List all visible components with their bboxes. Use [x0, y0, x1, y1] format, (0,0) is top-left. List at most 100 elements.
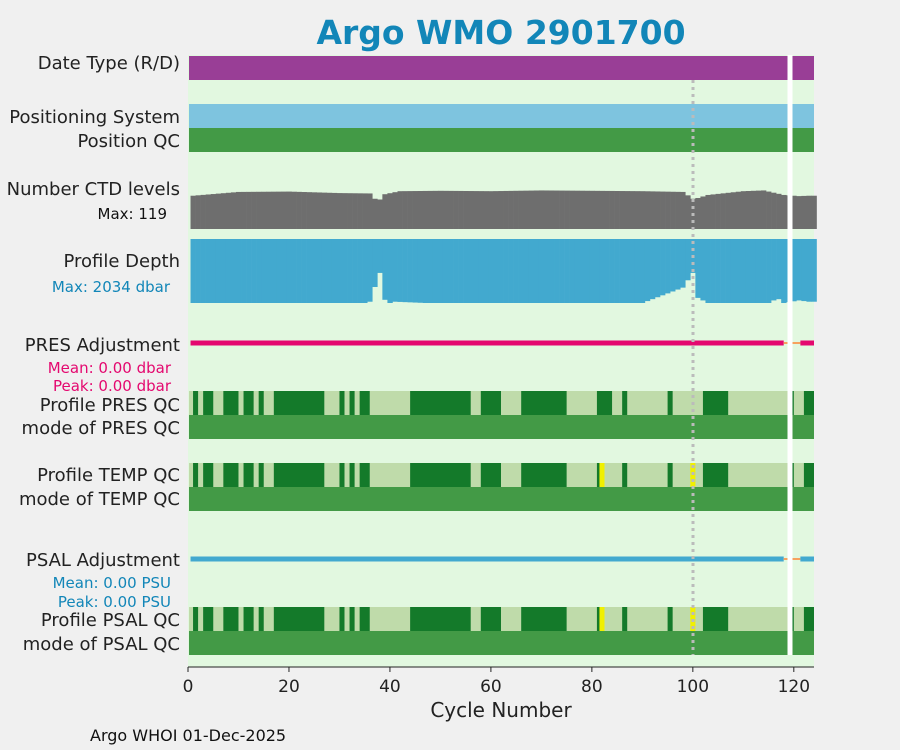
profile-depth-bar	[347, 239, 353, 303]
profile-depth-bar	[584, 239, 590, 303]
profile-depth-bar	[367, 239, 373, 302]
profile-depth-bar	[548, 239, 555, 303]
ctd-levels-bar	[336, 193, 343, 229]
ctd-levels-bar	[352, 193, 358, 229]
ctd-levels-bar	[675, 191, 681, 229]
profile-temp-qc-good-segment	[339, 463, 345, 487]
ctd-levels-bar	[508, 190, 514, 229]
ctd-levels-bar	[548, 190, 555, 229]
profile-depth-bar	[357, 239, 363, 303]
profile-depth-bar	[705, 239, 711, 303]
ctd-levels-bar	[402, 191, 408, 229]
profile-depth-bar	[392, 239, 398, 302]
profile-depth-bar	[463, 239, 469, 303]
profile-psal-qc-good-segment	[702, 607, 729, 631]
profile-depth-bar	[447, 239, 454, 303]
ctd-levels-bar	[493, 191, 499, 229]
pres-mean-label: Mean: 0.00 dbar	[48, 359, 172, 377]
profile-psal-qc-good-segment	[203, 607, 214, 631]
profile-depth-bar	[609, 239, 615, 303]
profile-psal-qc-good-segment	[667, 607, 673, 631]
profile-depth-bar	[660, 239, 666, 296]
profile-psal-qc-good-segment	[193, 607, 199, 631]
profile-depth-bar	[271, 239, 277, 303]
ctd-levels-bar	[649, 191, 656, 229]
profile-depth-bar	[251, 239, 257, 303]
ctd-levels-bar	[619, 191, 625, 229]
profile-depth-bar	[241, 239, 247, 303]
ctd-levels-bar	[639, 191, 646, 229]
ctd-levels-bar	[377, 199, 383, 229]
ctd-levels-bar	[306, 192, 312, 229]
ctd-levels-bar	[246, 191, 252, 229]
footer-text: Argo WHOI 01-Dec-2025	[90, 726, 286, 745]
ctd-levels-bar	[614, 190, 620, 229]
ctd-levels-bar	[594, 190, 600, 229]
profile-depth-bar	[725, 239, 732, 303]
ctd-levels-bar	[604, 190, 610, 229]
profile-depth-bar	[281, 239, 287, 303]
profile-pres-qc-good-segment	[349, 391, 355, 415]
profile-psal-qc-good-segment	[521, 607, 567, 631]
profile-temp-qc-good-segment	[702, 463, 729, 487]
profile-depth-bar	[286, 239, 292, 303]
profile-pres-qc-good-segment	[521, 391, 567, 415]
profile-pres-qc-good-segment	[193, 391, 199, 415]
profile-depth-bar	[639, 239, 646, 303]
x-axis: 0 20 40 60 80 100 120	[183, 666, 814, 697]
profile-depth-bar	[326, 239, 333, 303]
profile-pres-qc-good-segment	[258, 391, 264, 415]
ctd-levels-bar	[720, 193, 726, 229]
ctd-levels-bar	[700, 196, 706, 229]
x-tick-label: 40	[379, 677, 401, 697]
profile-pres-qc-good-segment	[667, 391, 673, 415]
profile-depth-bar	[246, 239, 252, 303]
ctd-levels-bar	[735, 191, 742, 229]
ctd-levels-bar	[266, 191, 272, 229]
profile-psal-qc-good-segment	[223, 607, 239, 631]
ctd-levels-bar	[271, 191, 277, 229]
profile-depth-bar	[740, 239, 747, 303]
chart-marks	[189, 56, 817, 655]
ctd-levels-bar	[427, 190, 434, 229]
profile-pres-qc-good-segment	[410, 391, 471, 415]
ctd-levels-bar	[559, 190, 565, 229]
profile-temp-qc-good-segment	[273, 463, 325, 487]
ctd-levels-bar	[760, 190, 767, 229]
ctd-levels-bar	[205, 194, 212, 229]
profile-depth-bar	[538, 239, 545, 303]
ctd-levels-bar	[624, 191, 631, 229]
profile-depth-bar	[796, 239, 802, 301]
profile-depth-bar	[316, 239, 323, 303]
profile-temp-qc-good-segment	[803, 463, 814, 487]
ctd-levels-bar	[750, 190, 757, 229]
profile-depth-bar	[675, 239, 681, 290]
profile-pres-qc-good-segment	[596, 391, 613, 415]
profile-depth-bar	[528, 239, 535, 303]
profile-depth-bar	[230, 239, 237, 303]
ctd-levels-bar	[791, 195, 797, 229]
ctd-levels-bar	[447, 190, 454, 229]
ctd-levels-bar	[392, 192, 398, 229]
profile-psal-qc-good-segment	[243, 607, 254, 631]
psal-peak-label: Peak: 0.00 PSU	[58, 593, 171, 611]
profile-depth-bar	[266, 239, 272, 303]
profile-psal-qc-good-segment	[339, 607, 345, 631]
profile-depth-bar	[629, 239, 636, 303]
ctd-levels-bar	[806, 195, 812, 229]
profile-psal-qc-good-segment	[480, 607, 501, 631]
ctd-levels-bar	[670, 191, 676, 229]
profile-depth-bar	[387, 239, 393, 303]
ctd-levels-bar	[387, 193, 393, 229]
mode-psal-qc-bar	[189, 631, 815, 655]
ctd-levels-bar	[488, 191, 494, 229]
ctd-levels-bar	[458, 190, 464, 229]
ctd-levels-bar	[579, 190, 585, 229]
ctd-levels-bar	[801, 195, 807, 229]
position-qc-bar	[189, 128, 815, 152]
ctd-levels-bar	[341, 193, 348, 229]
ctd-levels-bar	[771, 192, 777, 229]
profile-depth-bar	[205, 239, 212, 303]
ctd-levels-bar	[518, 190, 525, 229]
profile-depth-bar	[306, 239, 312, 303]
